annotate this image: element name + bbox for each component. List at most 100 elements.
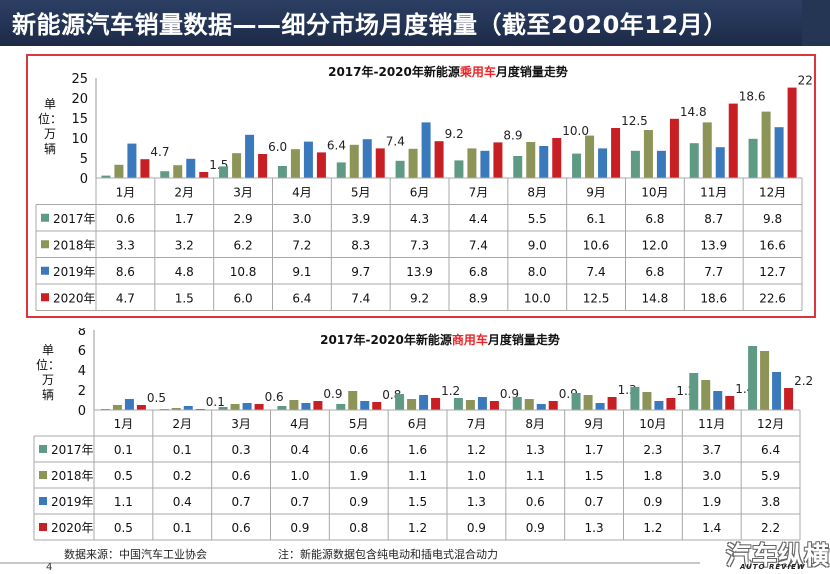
table-cell: 1.5 <box>408 495 427 509</box>
bar-2020-5 <box>372 402 382 410</box>
table-cell: 0.1 <box>173 521 192 535</box>
chart-title-part: 月度销量走势 <box>495 64 568 79</box>
y-tick-label: 4 <box>78 364 86 379</box>
data-label: 0.9 <box>323 387 342 401</box>
table-cell: 1.1 <box>408 469 427 483</box>
table-cell: 13.9 <box>700 238 727 252</box>
category-label: 5月 <box>351 185 371 199</box>
table-cell: 0.2 <box>173 469 192 483</box>
table-cell: 5.5 <box>528 212 547 226</box>
bar-2018-1 <box>112 405 122 410</box>
bar-2017-6 <box>395 160 405 178</box>
table-cell: 7.4 <box>351 291 370 305</box>
table-cell: 0.4 <box>290 443 309 457</box>
bar-2018-4 <box>290 149 300 178</box>
table-cell: 5.9 <box>761 469 780 483</box>
commercial-vehicle-panel: 2017年-2020年新能源商用车月度销量走势 0 2 4 6 8 单位：万辆 0.5 0.1 0… <box>26 324 813 543</box>
bar-2019-8 <box>539 146 549 178</box>
category-label: 1月 <box>114 417 134 431</box>
series-name: 2020年 <box>51 521 94 535</box>
passenger-car-chart: 2017年-2020年新能源乘用车月度销量走势 0 5 10 15 20 25 单位：万辆 4.… <box>35 64 824 311</box>
bar-2019-6 <box>421 122 431 178</box>
y-tick-label: 20 <box>71 92 88 107</box>
bar-2020-4 <box>313 401 323 410</box>
table-cell: 18.6 <box>700 291 727 305</box>
category-label: 10月 <box>641 185 668 199</box>
table-cell: 9.2 <box>410 291 429 305</box>
bar-2017-11 <box>689 373 699 410</box>
table-cell: 7.4 <box>469 238 488 252</box>
bar-2018-11 <box>702 122 712 178</box>
bar-2019-7 <box>477 397 487 410</box>
logo-subtext: AUTO REVIEW <box>740 563 806 571</box>
table-cell: 1.5 <box>175 291 194 305</box>
table-cell: 9.1 <box>292 265 311 279</box>
table-cell: 4.7 <box>116 291 135 305</box>
table-cell: 0.6 <box>232 469 251 483</box>
table-cell: 1.4 <box>702 521 721 535</box>
table-cell: 1.1 <box>114 495 133 509</box>
series-name: 2020年 <box>53 291 96 305</box>
data-label: 6.4 <box>327 138 346 152</box>
table-cell: 12.7 <box>759 265 786 279</box>
table-cell: 2.3 <box>643 443 662 457</box>
table-cell: 7.4 <box>587 265 606 279</box>
y-axis-label-char: 万 <box>44 127 56 141</box>
table-cell: 0.1 <box>114 443 133 457</box>
y-tick-label: 6 <box>78 344 86 359</box>
bar-2020-11 <box>728 103 738 178</box>
category-label: 12月 <box>757 417 784 431</box>
bar-2017-11 <box>689 143 699 178</box>
data-label: 0.1 <box>206 395 225 409</box>
data-note: 注：新能源数据包含纯电动和插电式混合动力 <box>278 548 498 561</box>
table-cell: 14.8 <box>642 291 669 305</box>
bar-2020-7 <box>493 142 503 178</box>
table-cell: 9.7 <box>351 265 370 279</box>
table-cell: 4.3 <box>410 212 429 226</box>
table-cell: 4.4 <box>469 212 488 226</box>
data-label: 2.2 <box>794 374 812 388</box>
table-cell: 6.4 <box>292 291 311 305</box>
y-axis-label: 单位：万辆 <box>38 97 62 156</box>
series-name: 2018年 <box>51 469 94 483</box>
data-source: 数据来源：中国汽车工业协会 <box>64 548 207 561</box>
bar-2020-10 <box>666 398 676 410</box>
legend-swatch <box>39 471 47 479</box>
legend-swatch <box>41 293 49 302</box>
table-cell: 1.0 <box>467 469 486 483</box>
logo-text: 汽车纵横 <box>726 541 830 570</box>
table-cell: 22.6 <box>759 291 786 305</box>
table-cell: 10.0 <box>524 291 551 305</box>
bar-2017-5 <box>336 162 346 178</box>
series-name: 2017年 <box>53 212 96 226</box>
table-cell: 8.9 <box>469 291 488 305</box>
bar-2019-4 <box>301 403 311 410</box>
table-cell: 6.1 <box>587 212 606 226</box>
table-cell: 1.2 <box>467 443 486 457</box>
table-cell: 0.9 <box>526 521 545 535</box>
bar-2018-5 <box>348 391 358 410</box>
table-cell: 0.7 <box>232 495 251 509</box>
table-cell: 10.8 <box>230 265 257 279</box>
table-cell: 1.5 <box>585 469 604 483</box>
table-cell: 8.7 <box>704 212 723 226</box>
series-name: 2017年 <box>51 443 94 457</box>
table-cell: 0.6 <box>116 212 135 226</box>
bar-2019-8 <box>536 404 546 410</box>
bar-2018-2 <box>173 165 183 178</box>
bar-2017-12 <box>748 138 758 178</box>
bar-2018-2 <box>171 408 181 410</box>
data-label: 9.2 <box>445 127 464 141</box>
table-cell: 1.2 <box>408 521 427 535</box>
table-cell: 1.8 <box>643 469 662 483</box>
chart-title-part: 2017年-2020年新能源 <box>328 64 460 79</box>
chart-title-part: 月度销量走势 <box>487 332 560 347</box>
bar-2020-9 <box>611 128 621 178</box>
bar-2018-12 <box>761 111 771 178</box>
table-cell: 0.1 <box>173 443 192 457</box>
bar-2017-3 <box>218 407 228 410</box>
data-label: 0.5 <box>147 391 166 405</box>
table-cell: 2.2 <box>761 521 780 535</box>
bar-2020-10 <box>669 118 679 178</box>
category-label: 7月 <box>469 185 489 199</box>
